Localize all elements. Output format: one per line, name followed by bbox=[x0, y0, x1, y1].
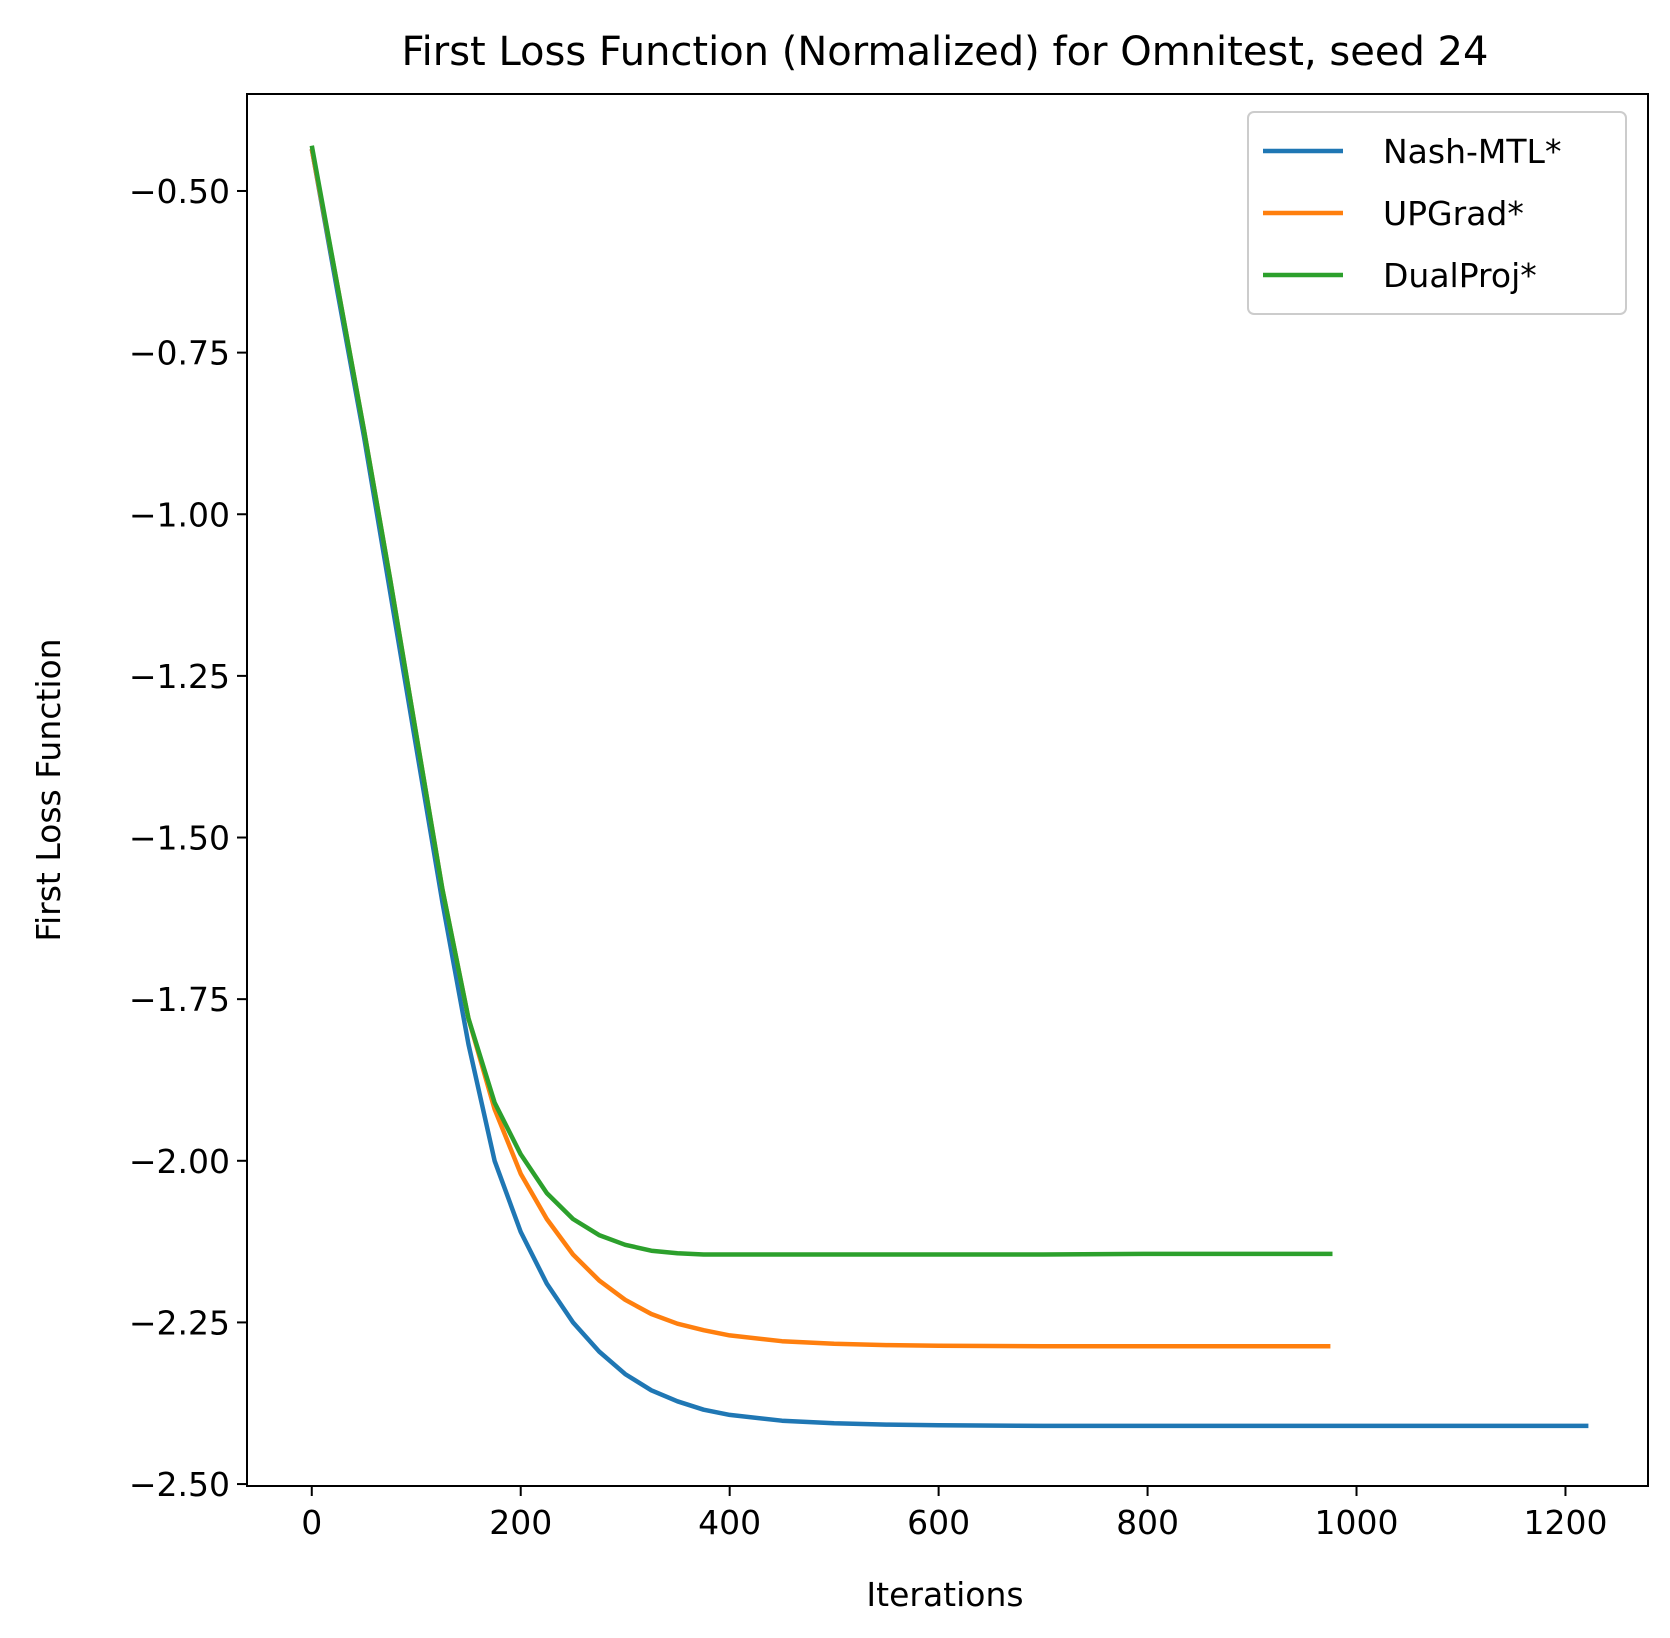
y-tick-label: −2.25 bbox=[129, 1303, 230, 1342]
legend-entry: UPGrad* bbox=[1383, 194, 1524, 233]
y-tick-label: −2.00 bbox=[129, 1142, 230, 1181]
legend-box bbox=[1247, 111, 1627, 315]
x-tick-label: 600 bbox=[907, 1503, 970, 1542]
plot-frame bbox=[246, 93, 1649, 1487]
x-tick-label: 200 bbox=[489, 1503, 552, 1542]
x-tick-label: 0 bbox=[301, 1503, 322, 1542]
series-layer bbox=[309, 145, 1589, 1429]
y-axis: −0.50 −0.75 −1.00 −1.25 −1.50 −1.75 −2.00 −2.25… bbox=[129, 172, 247, 1504]
legend: Nash-MTL* UPGrad* DualProj* bbox=[1247, 111, 1627, 315]
y-tick-label: −1.00 bbox=[129, 495, 230, 534]
x-tick-label: 400 bbox=[698, 1503, 761, 1542]
x-tick-label: 1200 bbox=[1523, 1503, 1607, 1542]
x-tick-label: 1000 bbox=[1315, 1503, 1399, 1542]
y-tick-label: −0.75 bbox=[129, 334, 230, 373]
legend-entry: Nash-MTL* bbox=[1383, 132, 1561, 171]
x-tick-label: 800 bbox=[1116, 1503, 1179, 1542]
y-tick-label: −1.25 bbox=[129, 657, 230, 696]
chart-title: First Loss Function (Normalized) for Omn… bbox=[402, 29, 1489, 75]
y-axis-label: First Loss Function bbox=[29, 638, 68, 941]
y-tick-label: −1.75 bbox=[129, 980, 230, 1019]
series-line-2 bbox=[309, 145, 1333, 1257]
y-tick-label: −1.50 bbox=[129, 819, 230, 858]
legend-entry: DualProj* bbox=[1383, 256, 1537, 295]
x-axis-label: Iterations bbox=[866, 1575, 1023, 1614]
x-axis: 0 200 400 600 800 1000 1200 bbox=[301, 1486, 1607, 1542]
y-tick-label: −2.50 bbox=[129, 1465, 230, 1504]
y-tick-label: −0.50 bbox=[129, 172, 230, 211]
